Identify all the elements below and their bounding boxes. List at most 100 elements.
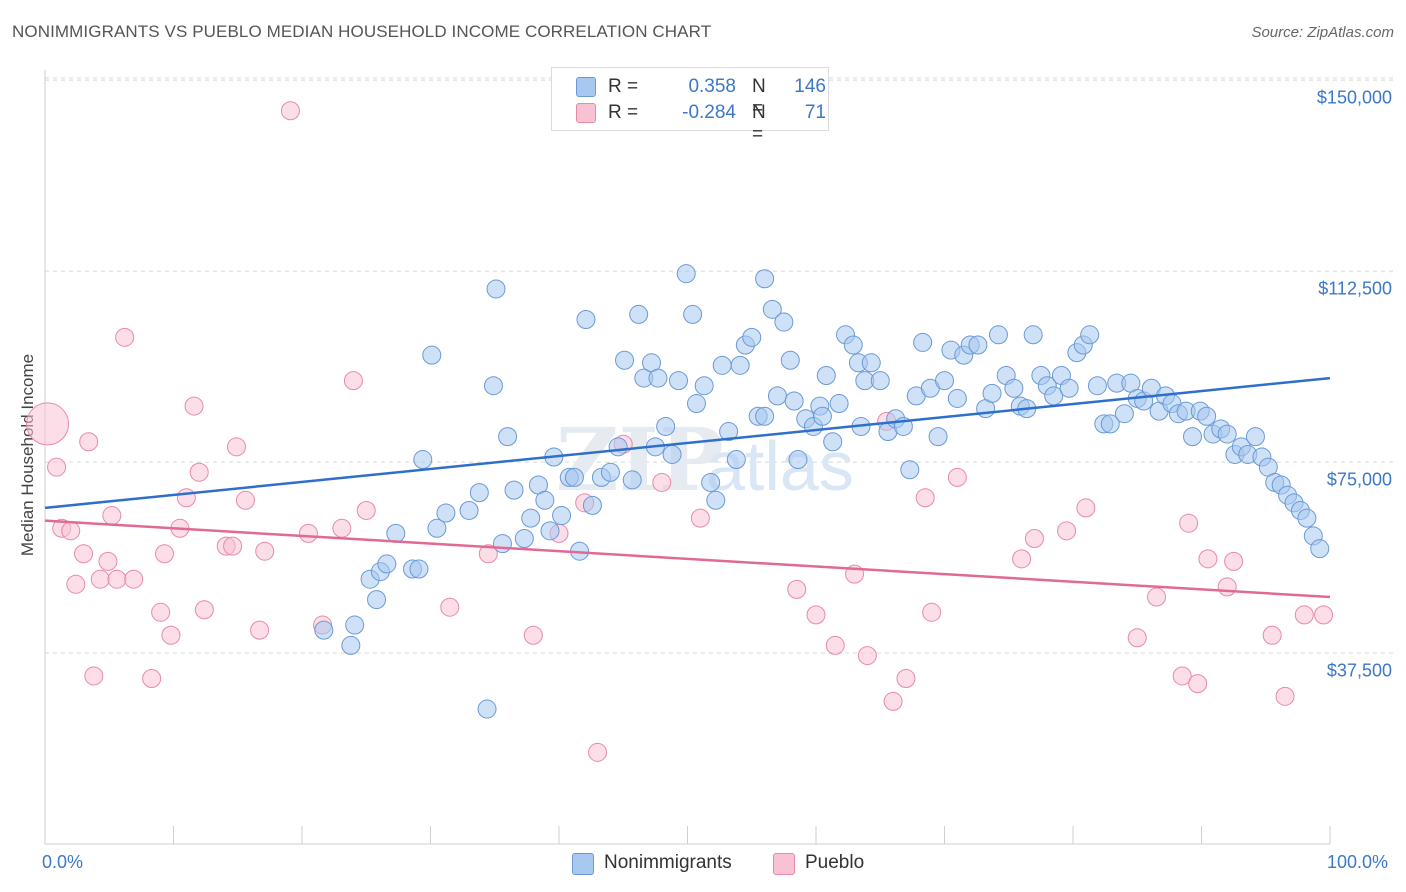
- point-pueblo: [1024, 528, 1044, 548]
- point-nonimmigrants: [345, 615, 365, 635]
- point-nonimmigrants: [947, 388, 967, 408]
- point-pueblo: [588, 742, 608, 762]
- point-pueblo: [690, 508, 710, 528]
- point-nonimmigrants: [988, 325, 1008, 345]
- point-pueblo: [787, 579, 807, 599]
- chart-source: Source: ZipAtlas.com: [1251, 24, 1394, 41]
- point-nonimmigrants: [1004, 378, 1024, 398]
- point-nonimmigrants: [564, 467, 584, 487]
- legend-r-label: R =: [608, 76, 639, 97]
- point-nonimmigrants: [829, 394, 849, 414]
- point-nonimmigrants: [712, 355, 732, 375]
- point-nonimmigrants: [755, 269, 775, 289]
- point-nonimmigrants: [662, 444, 682, 464]
- point-nonimmigrants: [504, 480, 524, 500]
- point-pueblo: [142, 669, 162, 689]
- legend-r-value: 0.358: [688, 76, 736, 97]
- point-pueblo: [883, 691, 903, 711]
- point-nonimmigrants: [629, 304, 649, 324]
- point-pueblo: [226, 437, 246, 457]
- point-nonimmigrants: [1080, 325, 1100, 345]
- point-pueblo: [915, 488, 935, 508]
- point-pueblo: [1179, 513, 1199, 533]
- point-pueblo: [947, 467, 967, 487]
- point-pueblo: [806, 605, 826, 625]
- point-nonimmigrants: [514, 528, 534, 548]
- point-nonimmigrants: [701, 472, 721, 492]
- point-pueblo: [440, 597, 460, 617]
- x-tick-label-min: 0.0%: [42, 852, 84, 872]
- point-nonimmigrants: [1183, 427, 1203, 447]
- point-pueblo: [223, 536, 243, 556]
- point-nonimmigrants: [1087, 376, 1107, 396]
- point-nonimmigrants: [1023, 325, 1043, 345]
- point-nonimmigrants: [982, 383, 1002, 403]
- legend-swatch-pink: [773, 853, 795, 875]
- point-nonimmigrants: [788, 450, 808, 470]
- point-pueblo: [652, 472, 672, 492]
- point-pueblo: [896, 669, 916, 689]
- point-pueblo: [298, 523, 318, 543]
- legend-n-label: N =: [752, 102, 766, 145]
- point-nonimmigrants: [730, 355, 750, 375]
- trend-line-nonimmigrants: [44, 376, 1331, 510]
- point-pueblo: [155, 544, 175, 564]
- point-pueblo: [26, 402, 70, 446]
- point-nonimmigrants: [314, 620, 334, 640]
- point-pueblo: [124, 569, 144, 589]
- legend-swatch-blue: [576, 77, 596, 97]
- legend-r-value: -0.284: [682, 102, 736, 123]
- point-nonimmigrants: [341, 635, 361, 655]
- point-pueblo: [47, 457, 67, 477]
- point-nonimmigrants: [913, 332, 933, 352]
- point-nonimmigrants: [755, 406, 775, 426]
- point-nonimmigrants: [576, 310, 596, 330]
- point-nonimmigrants: [615, 350, 635, 370]
- trend-line-pueblo: [44, 519, 1331, 599]
- point-nonimmigrants: [367, 590, 387, 610]
- point-pueblo: [1188, 674, 1208, 694]
- point-nonimmigrants: [622, 470, 642, 490]
- point-pueblo: [1172, 666, 1192, 686]
- point-nonimmigrants: [784, 391, 804, 411]
- point-pueblo: [280, 101, 300, 121]
- point-nonimmigrants: [540, 521, 560, 541]
- legend-swatch-blue: [572, 853, 594, 875]
- point-pueblo: [184, 396, 204, 416]
- point-nonimmigrants: [582, 495, 602, 515]
- series-nonimmigrants-points: [314, 264, 1330, 719]
- point-nonimmigrants: [498, 427, 518, 447]
- point-pueblo: [1198, 549, 1218, 569]
- point-pueblo: [98, 551, 118, 571]
- point-pueblo: [250, 620, 270, 640]
- point-pueblo: [74, 544, 94, 564]
- legend-label-pueblo: Pueblo: [805, 852, 865, 873]
- point-pueblo: [84, 666, 104, 686]
- point-pueblo: [1147, 587, 1167, 607]
- point-pueblo: [1127, 628, 1147, 648]
- point-pueblo: [332, 518, 352, 538]
- point-pueblo: [115, 327, 135, 347]
- point-nonimmigrants: [767, 386, 787, 406]
- point-nonimmigrants: [823, 432, 843, 452]
- point-nonimmigrants: [676, 264, 696, 284]
- point-pueblo: [61, 521, 81, 541]
- point-pueblo: [356, 500, 376, 520]
- axes: [44, 70, 1331, 845]
- point-nonimmigrants: [1310, 539, 1330, 559]
- point-pueblo: [235, 490, 255, 510]
- x-tick-label-max: 100.0%: [1327, 852, 1389, 872]
- point-nonimmigrants: [656, 416, 676, 436]
- point-nonimmigrants: [928, 427, 948, 447]
- legend-n-label: N =: [752, 76, 766, 119]
- point-nonimmigrants: [377, 554, 397, 574]
- point-nonimmigrants: [774, 312, 794, 332]
- point-nonimmigrants: [719, 422, 739, 442]
- point-pueblo: [66, 574, 86, 594]
- point-pueblo: [478, 544, 498, 564]
- legend-swatch-pink: [576, 103, 596, 123]
- point-nonimmigrants: [648, 368, 668, 388]
- point-nonimmigrants: [1297, 508, 1317, 528]
- y-tick-label: $75,000: [1326, 469, 1392, 490]
- point-nonimmigrants: [683, 304, 703, 324]
